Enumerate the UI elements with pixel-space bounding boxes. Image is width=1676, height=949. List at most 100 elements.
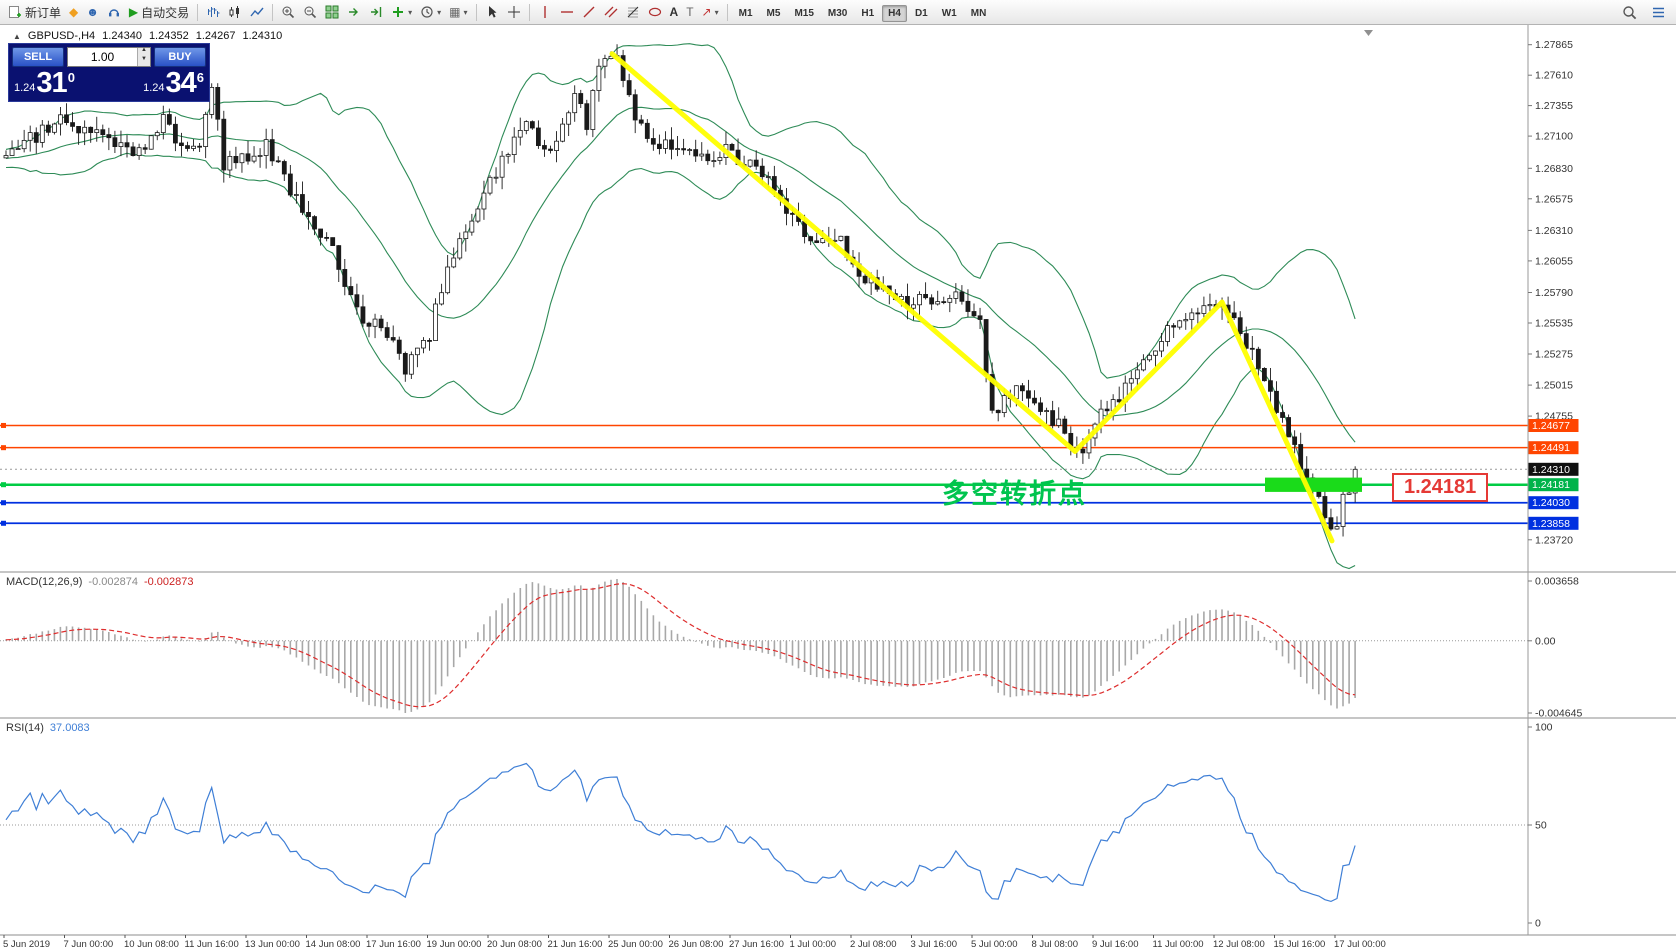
horizontal-line-button[interactable] xyxy=(556,2,578,23)
arrow-icon: ↗ xyxy=(701,5,712,19)
date-axis-label: 8 Jul 08:00 xyxy=(1032,939,1078,949)
sell-price-pip: 0 xyxy=(67,70,75,85)
play-icon: ▶ xyxy=(128,5,139,19)
price-badge-label: 1.24181 xyxy=(1532,479,1570,491)
rsi-label: RSI(14) xyxy=(6,722,44,734)
templates-button[interactable]: ▦ ▾ xyxy=(445,2,471,23)
line-handle[interactable] xyxy=(1,445,6,451)
price-axis-label: 1.27610 xyxy=(1535,70,1573,82)
line-handle[interactable] xyxy=(1,500,6,506)
trendline[interactable] xyxy=(609,51,1078,454)
horizontal-line-icon xyxy=(560,11,573,13)
chevron-down-icon: ▾ xyxy=(437,7,442,17)
candles-icon xyxy=(229,6,240,18)
window-list-button[interactable] xyxy=(1647,2,1670,23)
label-icon: T xyxy=(686,5,694,19)
price-axis-label: 1.26055 xyxy=(1535,255,1573,267)
one-click-trading-panel: SELL ▲ ▼ BUY 1.24 31 0 1.24 34 6 xyxy=(8,43,210,102)
bar-chart-button[interactable] xyxy=(202,2,224,23)
trendline[interactable] xyxy=(1072,299,1225,454)
rsi-line xyxy=(5,762,1356,903)
price-tag-annotation[interactable]: 1.24181 xyxy=(1392,473,1489,502)
zoom-out-button[interactable] xyxy=(299,2,321,23)
periods-button[interactable]: ▾ xyxy=(416,2,445,23)
new-order-button[interactable]: 新订单 xyxy=(4,2,65,23)
auto-scroll-icon xyxy=(349,8,359,16)
cursor-button[interactable] xyxy=(481,2,503,23)
volume-up-icon[interactable]: ▲ xyxy=(138,47,150,57)
date-axis-label: 12 Jul 08:00 xyxy=(1213,939,1265,949)
macd-pane-title: MACD(12,26,9) -0.002874 -0.002873 xyxy=(6,576,194,588)
timeframe-button-MN[interactable]: MN xyxy=(965,5,993,22)
date-axis[interactable]: 5 Jun 2019 7 Jun 00:00 10 Jun 08:00 11 Jun … xyxy=(3,935,1386,949)
shapes-button[interactable] xyxy=(644,2,666,23)
toolbar: 新订单 ◆ ☻ ▶ 自动交易 ▾ ▾ ▦ ▾ A T ↗ ▾ M1 M5 M15 M30 H… xyxy=(0,0,1676,25)
mql-community-button[interactable]: ◆ xyxy=(65,2,82,23)
open-value: 1.24340 xyxy=(102,30,142,42)
list-icon xyxy=(1653,7,1664,18)
price-badge xyxy=(1528,478,1579,492)
text-button[interactable]: A xyxy=(666,2,683,23)
buy-price-pip: 6 xyxy=(196,70,204,85)
sell-button[interactable]: SELL xyxy=(12,47,64,67)
new-order-icon xyxy=(9,6,21,18)
zoom-in-button[interactable] xyxy=(277,2,299,23)
vertical-line-button[interactable] xyxy=(534,2,556,23)
timeframe-button-H1[interactable]: H1 xyxy=(855,5,880,22)
timeframe-button-D1[interactable]: D1 xyxy=(909,5,934,22)
channel-button[interactable] xyxy=(600,2,622,23)
trendline-button[interactable] xyxy=(578,2,600,23)
scroll-marker[interactable] xyxy=(1364,30,1373,36)
symbol-marker-icon: ▲ xyxy=(13,31,21,41)
date-axis-label: 10 Jun 08:00 xyxy=(124,939,179,949)
date-axis-label: 5 Jun 2019 xyxy=(3,939,50,949)
chevron-down-icon: ▾ xyxy=(408,7,413,17)
auto-scroll-button[interactable] xyxy=(343,2,365,23)
line-handle[interactable] xyxy=(1,422,6,428)
price-axis-label: 1.26830 xyxy=(1535,163,1573,175)
line-handle[interactable] xyxy=(1,482,6,488)
volume-input[interactable] xyxy=(68,48,137,66)
arrows-button[interactable]: ↗ ▾ xyxy=(698,2,723,23)
tile-windows-button[interactable] xyxy=(321,2,343,23)
chart-canvas[interactable]: 1.27865 1.27610 1.27355 1.27100 1.26830 1.265… xyxy=(0,25,1676,949)
price-axis[interactable]: 1.27865 1.27610 1.27355 1.27100 1.26830 1.265… xyxy=(1527,25,1579,935)
timeframe-toolbar: M1 M5 M15 M30 H1 H4 D1 W1 MN xyxy=(732,3,994,22)
timeframe-button-H4[interactable]: H4 xyxy=(882,4,907,22)
bollinger-upper-band xyxy=(5,43,1356,379)
timeframe-button-W1[interactable]: W1 xyxy=(936,5,963,22)
fibonacci-button[interactable] xyxy=(622,2,644,23)
clock-icon xyxy=(421,6,433,18)
indicators-button[interactable]: ▾ xyxy=(387,2,416,23)
auto-trading-button[interactable]: ▶ 自动交易 xyxy=(125,2,193,23)
timeframe-button-M30[interactable]: M30 xyxy=(822,5,853,22)
date-axis-label: 1 Jul 00:00 xyxy=(790,939,836,949)
turning-point-annotation[interactable]: 多空转折点 xyxy=(942,479,1087,509)
highlight-zone[interactable] xyxy=(1265,477,1362,492)
price-axis-label: 1.25535 xyxy=(1535,318,1573,330)
chart-shift-button[interactable] xyxy=(365,2,387,23)
line-handle[interactable] xyxy=(1,520,6,526)
buy-button[interactable]: BUY xyxy=(154,47,206,67)
volume-down-icon[interactable]: ▼ xyxy=(138,56,150,66)
search-button[interactable] xyxy=(1618,2,1641,23)
timeframe-button-M5[interactable]: M5 xyxy=(761,5,787,22)
crosshair-button[interactable] xyxy=(503,2,525,23)
date-axis-label: 27 Jun 16:00 xyxy=(729,939,784,949)
candle-chart-button[interactable] xyxy=(224,2,246,23)
date-axis-label: 13 Jun 00:00 xyxy=(245,939,300,949)
date-axis-label: 19 Jun 00:00 xyxy=(427,939,482,949)
trendline[interactable] xyxy=(1219,299,1335,544)
label-button[interactable]: T xyxy=(682,2,697,23)
accounts-button[interactable]: ☻ xyxy=(82,2,103,23)
high-value: 1.24352 xyxy=(148,30,189,42)
sell-price-prefix: 1.24 xyxy=(14,82,36,94)
price-badge xyxy=(1528,516,1579,530)
line-chart-button[interactable] xyxy=(246,2,268,23)
support-button[interactable] xyxy=(103,2,125,23)
bollinger-middle-band xyxy=(5,106,1356,443)
timeframe-button-M1[interactable]: M1 xyxy=(733,5,759,22)
sell-price-big: 31 xyxy=(36,67,67,99)
toolbar-separator xyxy=(726,3,728,21)
timeframe-button-M15[interactable]: M15 xyxy=(788,5,819,22)
